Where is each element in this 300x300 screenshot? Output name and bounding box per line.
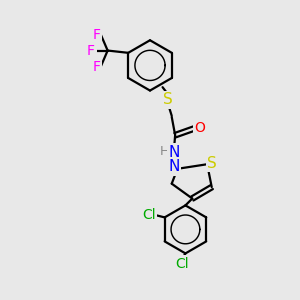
Text: S: S	[207, 156, 217, 171]
Text: N: N	[168, 159, 180, 174]
Text: Cl: Cl	[142, 208, 155, 222]
Text: O: O	[194, 121, 205, 135]
Text: F: F	[87, 44, 95, 58]
Text: Cl: Cl	[175, 257, 189, 271]
Text: F: F	[93, 28, 101, 41]
Text: S: S	[164, 92, 173, 107]
Text: F: F	[93, 59, 101, 74]
Text: H: H	[160, 145, 169, 158]
Text: N: N	[168, 145, 180, 160]
